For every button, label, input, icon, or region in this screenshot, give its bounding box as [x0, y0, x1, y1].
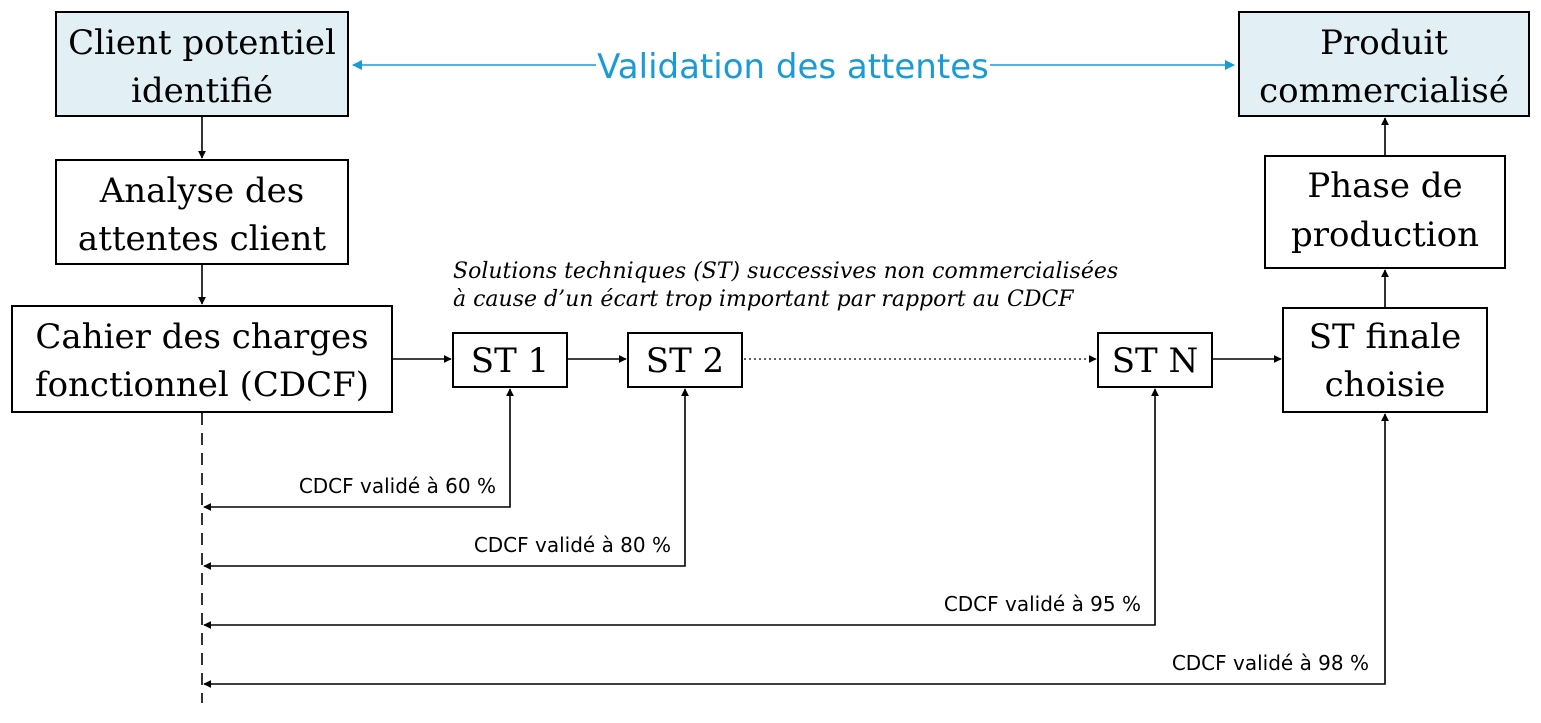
feedback-60-label: CDCF validé à 60 % — [299, 474, 496, 498]
feedback-98: CDCF validé à 98 % — [203, 413, 1389, 688]
cdcf-box: Cahier des charges fonctionnel (CDCF) — [11, 305, 393, 413]
st-final-line-1: ST finale — [1309, 317, 1462, 357]
stn-box: ST N — [1097, 332, 1213, 388]
production-box: Phase de production — [1264, 155, 1506, 269]
client-box-line-1: Client potentiel — [68, 23, 336, 63]
st2-label: ST 2 — [646, 341, 724, 381]
st-note-line-1: Solutions techniques (ST) successives no… — [453, 259, 1118, 284]
st-final-box: ST finale choisie — [1282, 307, 1488, 413]
production-line-2: production — [1291, 215, 1479, 255]
analyse-box: Analyse des attentes client — [55, 159, 349, 265]
st2-box: ST 2 — [627, 332, 743, 388]
production-line-1: Phase de — [1307, 166, 1462, 206]
st-note: Solutions techniques (ST) successives no… — [453, 259, 1118, 312]
client-box: Client potentiel identifié — [55, 11, 349, 117]
stn-label: ST N — [1112, 341, 1199, 381]
feedback-95-label: CDCF validé à 95 % — [944, 592, 1141, 616]
cdcf-box-line-1: Cahier des charges — [35, 317, 368, 357]
st-note-line-2: à cause d’un écart trop important par ra… — [453, 287, 1074, 312]
st-final-line-2: choisie — [1325, 365, 1446, 405]
cdcf-box-line-2: fonctionnel (CDCF) — [35, 365, 369, 405]
client-box-line-2: identifié — [131, 71, 273, 111]
analyse-box-line-2: attentes client — [78, 219, 326, 259]
produit-box-line-1: Produit — [1320, 23, 1448, 63]
st1-label: ST 1 — [471, 341, 549, 381]
analyse-box-line-1: Analyse des — [99, 171, 305, 211]
validation-link: Validation des attentes — [352, 47, 1235, 87]
feedback-80-label: CDCF validé à 80 % — [474, 533, 671, 557]
validation-label: Validation des attentes — [597, 47, 989, 87]
produit-box: Produit commercialisé — [1238, 11, 1530, 117]
st1-box: ST 1 — [452, 332, 568, 388]
feedback-98-label: CDCF validé à 98 % — [1172, 651, 1369, 675]
produit-box-line-2: commercialisé — [1259, 71, 1509, 111]
